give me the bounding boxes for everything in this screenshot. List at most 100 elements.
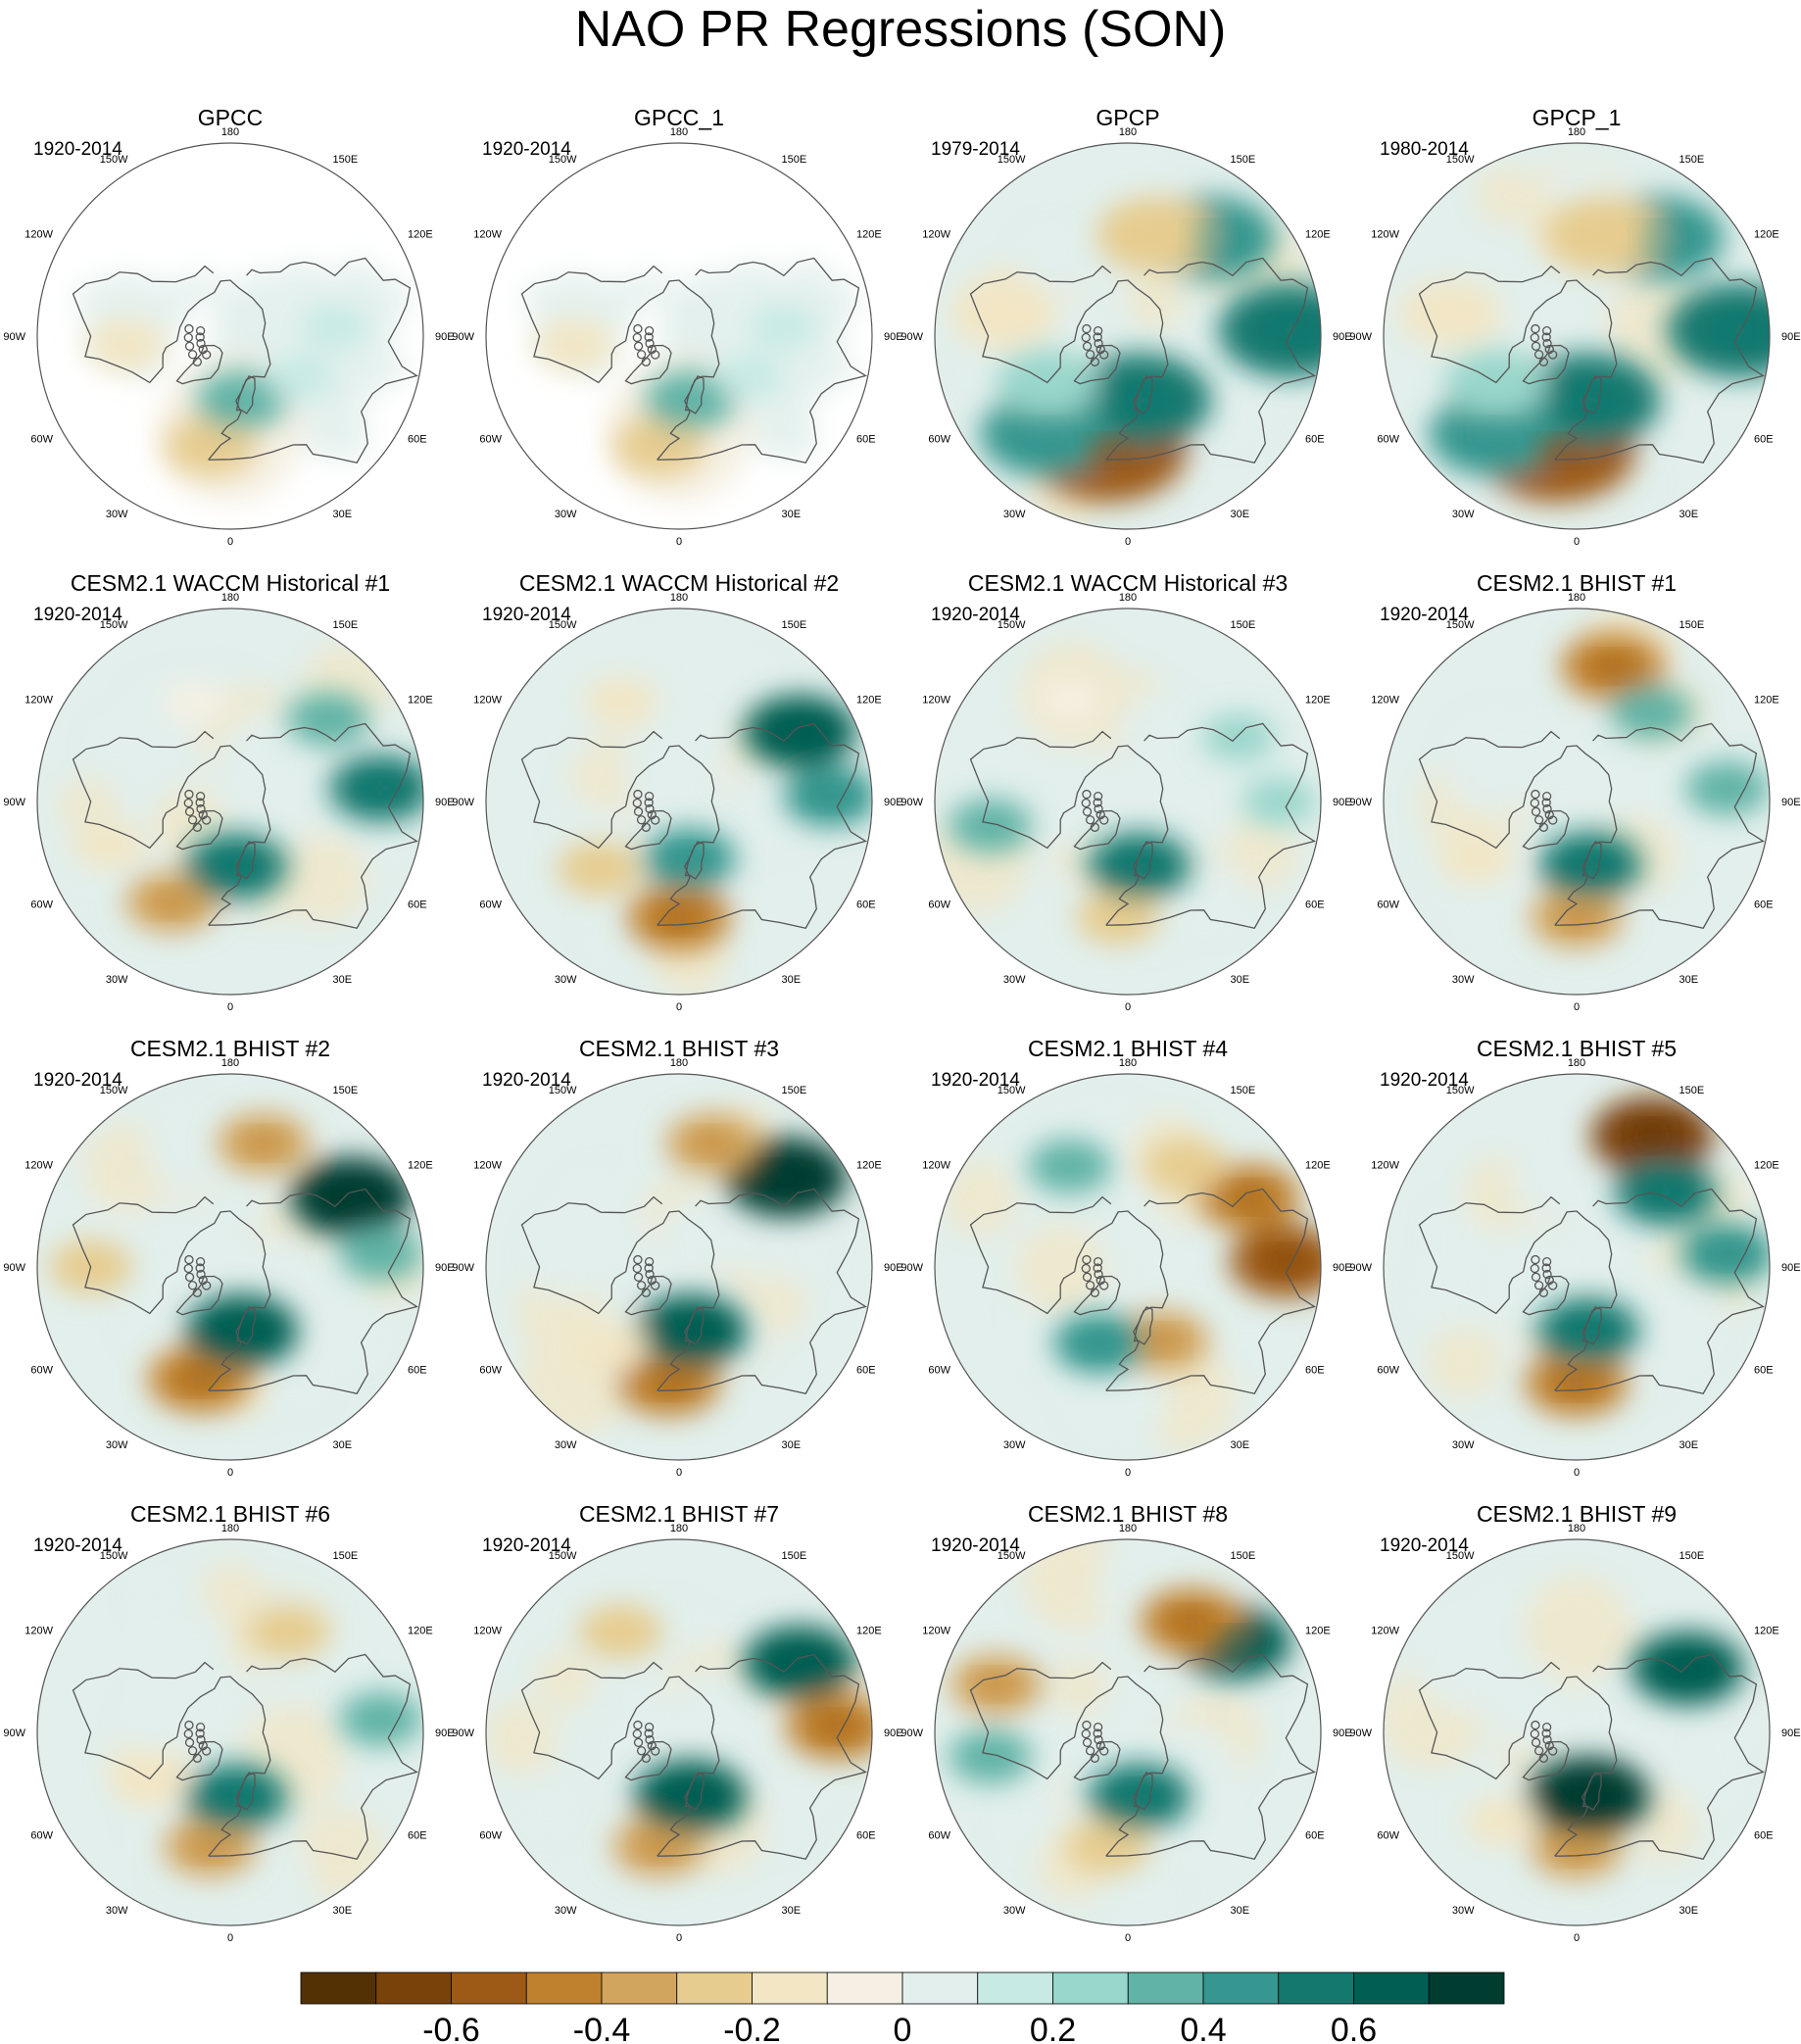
panel-period: 1920-2014 — [33, 1535, 122, 1556]
colorbar-swatch — [1428, 1971, 1505, 2005]
map-panel: CESM2.1 BHIST #6 1920-2014 180 150E 120E 90E 6… — [3, 1501, 454, 1944]
field-anomaly — [949, 1729, 1033, 1784]
longitude-label: 150W — [998, 1550, 1026, 1562]
coastline — [1538, 1753, 1548, 1763]
longitude-label: 30E — [333, 1905, 353, 1917]
field-anomaly — [1465, 1797, 1539, 1846]
coastline — [1554, 257, 1765, 463]
colorbar-swatch — [826, 1971, 903, 2005]
longitude-label: 60W — [928, 900, 950, 911]
colorbar-swatch — [1353, 1971, 1430, 2005]
coastline — [1582, 841, 1602, 880]
longitude-label: 30W — [1003, 1439, 1026, 1451]
map-outline — [934, 608, 1322, 996]
coastline — [1099, 815, 1109, 825]
coastline — [1085, 815, 1095, 825]
longitude-label: 0 — [1574, 536, 1580, 548]
field-anomaly — [266, 354, 336, 400]
coastline — [1533, 1746, 1544, 1756]
longitude-label: 30W — [1452, 1439, 1475, 1451]
field-anomaly — [1076, 890, 1160, 945]
map-outline — [485, 1073, 873, 1461]
field-anomaly — [644, 370, 737, 430]
longitude-label: 30W — [1003, 1905, 1026, 1917]
coastline — [657, 1188, 867, 1394]
longitude-label: 30E — [333, 1439, 353, 1451]
coastline — [175, 809, 223, 851]
coastline — [192, 1288, 202, 1297]
coastline — [1081, 332, 1091, 343]
map-panel: CESM2.1 BHIST #4 1920-2014 180 150E 120E 90E 6… — [900, 1036, 1351, 1479]
longitude-label: 150E — [1679, 1085, 1705, 1096]
panel-period: 1980-2014 — [1380, 139, 1469, 160]
coastline — [184, 789, 194, 800]
map-panel: CESM2.1 BHIST #8 1920-2014 180 150E 120E 90E 6… — [900, 1501, 1351, 1944]
coastline — [187, 350, 198, 360]
longitude-label: 180 — [221, 1057, 239, 1069]
coastline — [1522, 1740, 1570, 1781]
field-anomaly — [1065, 1820, 1149, 1874]
coastline — [520, 1195, 720, 1391]
longitude-label: 120W — [24, 1626, 53, 1637]
coastline — [651, 815, 660, 825]
longitude-label: 30W — [106, 509, 128, 520]
coastline — [235, 1772, 256, 1811]
coastline — [644, 1256, 655, 1267]
coastline — [1081, 1263, 1091, 1274]
longitude-label: 0 — [676, 536, 682, 548]
coastline — [1542, 1269, 1552, 1280]
field-core — [1092, 440, 1124, 461]
coastline — [195, 791, 206, 802]
map-panel: CESM2.1 BHIST #1 1920-2014 180 150E 120E 90E 6… — [1349, 570, 1800, 1013]
map-outline — [1383, 142, 1771, 530]
panel-period: 1920-2014 — [1380, 1070, 1469, 1091]
longitude-label: 180 — [221, 1523, 239, 1534]
field-core — [1596, 657, 1629, 677]
coastline — [1541, 1722, 1552, 1732]
coastline — [1542, 338, 1552, 349]
coastline — [1538, 1288, 1548, 1297]
field-core — [1123, 855, 1155, 876]
panel-title: CESM2.1 BHIST #5 — [1477, 1036, 1677, 1061]
longitude-label: 120W — [24, 695, 53, 706]
coastline — [184, 806, 195, 816]
coastline — [1582, 1306, 1602, 1345]
longitude-label: 180 — [221, 592, 239, 604]
longitude-label: 150W — [100, 619, 128, 631]
coastline — [202, 350, 212, 360]
field-core — [981, 1675, 1013, 1695]
field-anomaly — [195, 370, 288, 430]
longitude-label: 90W — [1349, 1728, 1372, 1739]
longitude-label: 120E — [1754, 1160, 1779, 1172]
field-core — [1649, 1182, 1681, 1202]
coastline — [1105, 722, 1316, 929]
longitude-label: 30E — [333, 509, 353, 520]
coastline — [1418, 265, 1618, 461]
panel-period: 1920-2014 — [931, 1535, 1020, 1556]
field-core — [1084, 1334, 1116, 1354]
longitude-label: 120W — [1371, 1626, 1399, 1637]
field-anomaly — [949, 799, 1033, 853]
coastline — [1554, 1653, 1765, 1860]
colorbar-swatch — [451, 1971, 527, 2005]
coastline — [520, 730, 720, 926]
longitude-label: 120W — [473, 229, 502, 241]
field-core — [1123, 390, 1155, 411]
coastline — [644, 1728, 654, 1738]
longitude-label: 60W — [1377, 1830, 1399, 1842]
field-core — [365, 778, 397, 799]
coastline — [184, 1737, 195, 1747]
longitude-label: 60E — [408, 1365, 427, 1377]
field-core — [1642, 227, 1675, 248]
coastline — [1093, 1728, 1102, 1738]
longitude-label: 180 — [1568, 126, 1585, 138]
coastline — [645, 1734, 655, 1745]
longitude-label: 30E — [1231, 1439, 1250, 1451]
panel-title: CESM2.1 BHIST #8 — [1028, 1501, 1228, 1527]
longitude-label: 0 — [676, 1932, 682, 1944]
coastline — [632, 1263, 642, 1274]
longitude-label: 30W — [1452, 974, 1475, 986]
coastline — [1541, 1263, 1551, 1273]
coastline — [183, 1728, 193, 1739]
panel-period: 1979-2014 — [931, 139, 1020, 160]
